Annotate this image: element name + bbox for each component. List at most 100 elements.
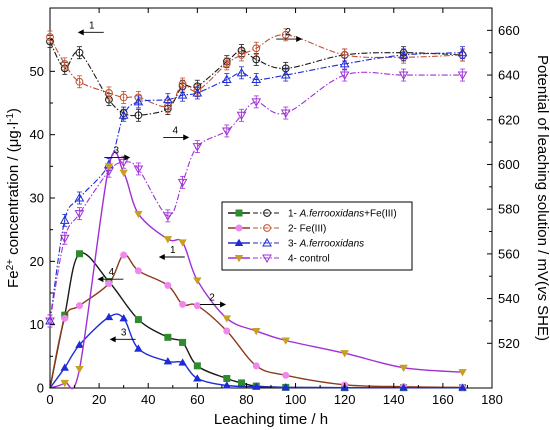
legend-marker-filled: [234, 255, 244, 263]
fe-point-3-10: [252, 382, 261, 390]
x-tick-label: 180: [481, 392, 503, 407]
fe-point-2-8: [193, 302, 201, 310]
potential-point-1-2: [75, 48, 84, 57]
legend: 1- A.ferrooxidans+Fe(III)2- Fe(III)3- A.…: [221, 201, 413, 271]
legend-label: 2- Fe(III): [288, 224, 326, 235]
potential-point-3-4: [118, 110, 129, 119]
fe-point-2-4: [120, 251, 128, 259]
legend-label-italic: A.ferrooxidans: [299, 239, 364, 250]
fe-point-1-7: [193, 362, 201, 370]
potential-point-3-5: [133, 96, 144, 106]
fe-line-4: [49, 150, 463, 390]
fe-point-3-1: [60, 363, 69, 371]
potential-point-3-13: [339, 58, 350, 68]
annotation-arrow-head: [296, 36, 303, 43]
fe-point-3-8: [193, 374, 202, 382]
annotation-arrow-head: [97, 276, 104, 283]
y-left-tick-label: 50: [30, 64, 44, 79]
y-left-title-base: Fe: [5, 270, 22, 288]
potential-point-2-11: [252, 44, 261, 53]
fe-point-3-3: [104, 312, 114, 321]
fe-point-2-3: [105, 279, 113, 287]
potential-point-3-10: [236, 67, 247, 77]
potential-point-3-8: [192, 87, 203, 97]
fe-point-4-13: [399, 364, 408, 373]
potential-point-4-12: [280, 109, 291, 119]
plot-frame: [49, 7, 493, 389]
potential-point-2-12: [281, 30, 290, 39]
legend-label: 3- A.ferrooxidans: [288, 239, 364, 250]
fe-point-4-7: [178, 239, 187, 247]
x-tick-label: 100: [285, 392, 307, 407]
potential-point-2-1: [60, 59, 69, 68]
x-tick-label: 120: [334, 392, 356, 407]
potential-point-2-3: [105, 89, 113, 97]
x-tick-label: 20: [92, 392, 106, 407]
annotation-label: 2: [209, 293, 215, 304]
annotation-label: 2: [285, 27, 291, 38]
y-left-tick-label: 30: [30, 191, 44, 206]
fe-point-3-5: [134, 344, 143, 352]
legend-marker-filled: [235, 224, 243, 232]
fe-point-2-7: [179, 300, 187, 308]
potential-point-3-6: [163, 94, 173, 104]
y-left-title-end: ): [5, 108, 22, 113]
y-left-tick-label: 0: [37, 381, 44, 396]
potential-point-3-1: [59, 215, 70, 224]
potential-point-4-13: [339, 71, 350, 81]
legend-marker-filled: [234, 238, 244, 246]
annotation-arrow-head: [220, 301, 227, 308]
annotation-label: 3: [121, 327, 127, 338]
potential-point-2-10: [237, 51, 246, 59]
fe-point-4-10: [252, 327, 261, 336]
annotation-label: 4: [172, 125, 178, 136]
potential-point-3-7: [177, 90, 188, 99]
potential-point-2-4: [119, 93, 128, 102]
y-right-tick-label: 660: [498, 23, 520, 38]
legend-label-prefix: 2- Fe(III): [288, 224, 326, 235]
fe-point-4-4: [119, 169, 128, 177]
potential-point-4-5: [133, 165, 144, 174]
fe-point-4-11: [281, 337, 290, 345]
fe-point-4-6: [163, 236, 173, 244]
annotation-arrow-head: [77, 29, 84, 36]
potential-point-1-11: [252, 55, 261, 64]
legend-marker-open: [263, 224, 271, 232]
annotations: 1 2 3 4 1 2 3 4: [77, 20, 303, 343]
fe-point-4-9: [222, 315, 232, 323]
annotation-label: 3: [114, 146, 120, 157]
plot-area: [49, 7, 493, 389]
fe-point-2-6: [164, 281, 172, 289]
y-right-title-suffix: SHE): [534, 301, 550, 341]
fe-point-3-7: [178, 358, 187, 366]
potential-point-4-0: [45, 317, 55, 326]
y-right-title-italic: vs: [534, 286, 550, 302]
annotation-label: 1: [170, 245, 176, 256]
fe-point-4-2: [75, 365, 84, 374]
fe-point-1-5: [164, 333, 172, 341]
y-right-tick-label: 640: [498, 68, 520, 83]
potential-point-4-1: [59, 234, 70, 244]
potential-point-2-0: [46, 33, 54, 41]
fe-point-2-9: [223, 327, 231, 335]
y-left-title-sup: 2+: [5, 259, 16, 271]
annotation-arrow-head: [124, 154, 131, 161]
potential-point-2-2: [75, 77, 84, 86]
potential-line-2: [49, 34, 463, 108]
fe-point-3-13: [399, 383, 408, 391]
potential-point-2-7: [178, 80, 187, 88]
legend-marker-filled: [235, 209, 243, 217]
y-left-axis-title: Fe2+ concentration / (μg·l-1): [5, 108, 23, 288]
fe-point-2-10: [252, 362, 260, 370]
fe-point-4-14: [458, 369, 467, 377]
legend-marker-open: [263, 209, 271, 217]
y-left-title-sup2: -1: [5, 113, 16, 122]
fe-point-3-9: [222, 381, 232, 389]
legend-marker-open: [262, 237, 272, 247]
fe-point-2-11: [282, 371, 290, 379]
fe-point-2-1: [61, 314, 69, 322]
potential-point-4-8: [192, 143, 203, 152]
x-tick-label: 60: [190, 392, 204, 407]
potential-point-4-14: [398, 71, 409, 81]
